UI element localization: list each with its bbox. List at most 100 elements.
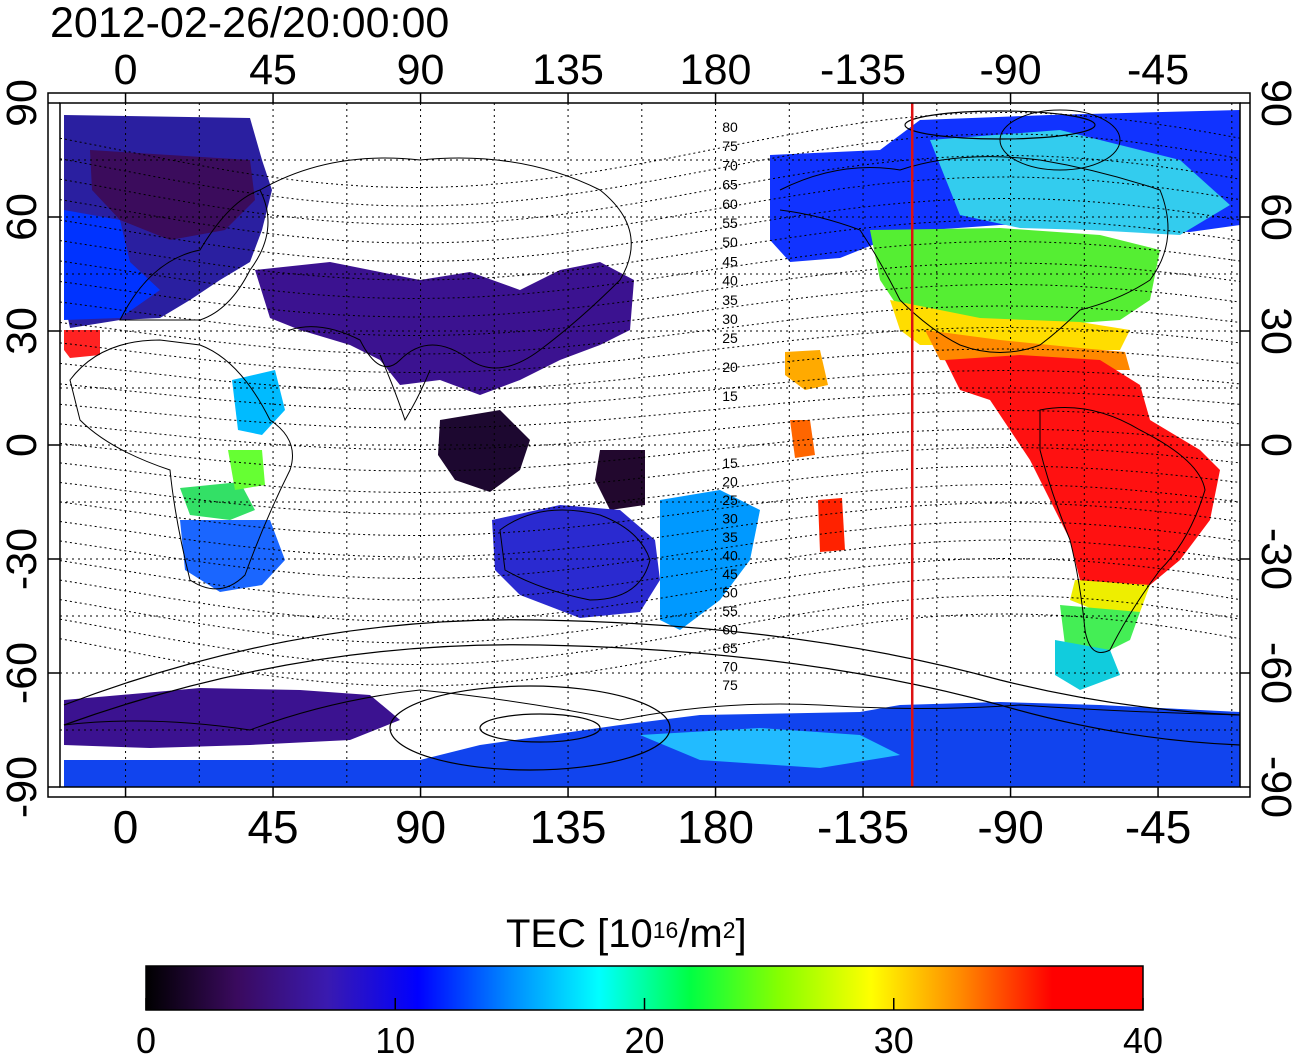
lon-tick-top: 45 — [249, 46, 297, 94]
lat-tick-right: 90 — [1252, 79, 1292, 127]
lat-tick-left: 30 — [0, 307, 46, 355]
contour-label-south: 70 — [722, 659, 738, 675]
lon-tick-bottom: -135 — [817, 801, 909, 853]
tec-region-australia-east — [660, 490, 760, 630]
magnetic-contour — [59, 154, 1241, 226]
tec-region-antarctica — [64, 702, 1240, 787]
magnetic-contour — [59, 369, 1241, 411]
contour-label-south: 35 — [722, 529, 738, 545]
colorbar-title-exponent: 16 — [652, 917, 679, 943]
coastline-africa — [69, 339, 293, 590]
contour-label-north: 65 — [722, 177, 738, 193]
tec-region-sa-red — [945, 355, 1220, 595]
contour-label-north: 55 — [722, 215, 738, 231]
lon-tick-top: 180 — [680, 46, 752, 94]
tec-region-na-cyan — [930, 130, 1230, 235]
tec-region-pacific-red — [818, 498, 845, 552]
tec-region-africa-mid — [228, 450, 265, 490]
south-magnetic-pole-oval-inner — [479, 713, 601, 743]
axis-labels: 0 45 90 135 180 -135 -90 -45 0 45 90 135 180 -135 -90 -… — [0, 46, 1292, 853]
magnetic-contour — [59, 111, 1241, 189]
lon-tick-bottom: 90 — [395, 801, 446, 853]
lon-tick-top: -90 — [979, 46, 1041, 94]
contour-label-south: 25 — [722, 492, 738, 508]
contour-label-south: 60 — [722, 622, 738, 638]
contour-label-south: 75 — [722, 677, 738, 693]
lat-tick-right: -60 — [1252, 642, 1292, 704]
contour-labels: 80 75 70 65 60 55 50 45 40 35 30 25 20 15 15 20 25 30 35 40… — [722, 119, 738, 693]
contour-label-south: 40 — [722, 548, 738, 564]
contour-label-north: 60 — [722, 196, 738, 212]
colorbar-tick-label: 30 — [874, 1020, 914, 1057]
lat-tick-left: 90 — [0, 79, 46, 127]
coastline-north-america — [779, 156, 1169, 353]
contour-label-south: 50 — [722, 585, 738, 601]
lat-tick-right: 30 — [1252, 307, 1292, 355]
magnetic-contour — [59, 348, 1241, 392]
north-magnetic-pole-oval — [904, 110, 1096, 140]
tec-region-maritime — [438, 410, 530, 492]
lon-tick-top: 135 — [532, 46, 604, 94]
contour-label-north: 75 — [722, 138, 738, 154]
tec-region-pacific-orange — [790, 420, 815, 458]
colorbar-tick-label: 0 — [136, 1020, 156, 1057]
south-contour-2 — [63, 619, 1241, 716]
magnetic-contours — [59, 111, 1241, 687]
contour-label-north: 40 — [722, 273, 738, 289]
colorbar: 0 10 20 30 40 — [136, 965, 1163, 1057]
tec-region-africa-east — [232, 370, 285, 435]
tec-region-southern-purple — [64, 688, 400, 748]
lat-tick-right: 0 — [1252, 433, 1292, 457]
lat-tick-right: 60 — [1252, 193, 1292, 241]
tec-data-layer — [64, 110, 1240, 787]
contour-label-north: 70 — [722, 157, 738, 173]
magnetic-contour — [59, 409, 1241, 451]
lat-tick-left: -60 — [0, 642, 46, 704]
contour-label-south: 20 — [722, 474, 738, 490]
magnetic-contour — [59, 557, 1241, 623]
magnetic-contour — [59, 594, 1241, 666]
colorbar-title-main: TEC [10 — [506, 912, 653, 956]
magnetic-contour — [59, 428, 1241, 472]
magnetic-contour — [59, 176, 1241, 244]
lat-tick-left: 0 — [0, 433, 46, 457]
colorbar-title-unit: /m — [678, 912, 723, 956]
lat-tick-left: 60 — [0, 193, 46, 241]
lon-tick-bottom: -90 — [977, 801, 1043, 853]
south-contour-1 — [63, 644, 1241, 746]
coastline-europe — [119, 189, 269, 321]
lon-tick-bottom: -45 — [1125, 801, 1191, 853]
contour-label-south: 45 — [722, 566, 738, 582]
lon-tick-bottom: 135 — [530, 801, 607, 853]
magnetic-contour — [59, 446, 1241, 494]
colorbar-tick-label: 10 — [375, 1020, 415, 1057]
map-area: 80 75 70 65 60 55 50 45 40 35 30 25 20 15 15 20 25 30 35 40… — [47, 92, 1251, 798]
contour-label-south: 65 — [722, 640, 738, 656]
tec-region-africa-green — [180, 482, 255, 520]
contour-label-north: 80 — [722, 119, 738, 135]
map-grid — [60, 103, 1240, 787]
tec-region-antarctica-cyan — [640, 728, 900, 768]
colorbar-tick-label: 20 — [624, 1020, 664, 1057]
colorbar-title: TEC [1016/m2] — [506, 912, 747, 956]
colorbar-tick-label: 40 — [1123, 1020, 1163, 1057]
south-magnetic-pole-oval-outer — [389, 685, 671, 771]
magnetic-contour — [59, 576, 1241, 644]
lon-tick-bottom: 180 — [677, 801, 754, 853]
contour-label-north: 30 — [722, 311, 738, 327]
lon-tick-top: -45 — [1127, 46, 1189, 94]
lon-tick-top: 0 — [114, 46, 138, 94]
timestamp-title: 2012-02-26/20:00:00 — [50, 0, 450, 47]
coastline-asia — [259, 157, 632, 369]
colorbar-ticks: 0 10 20 30 40 — [136, 998, 1163, 1057]
magnetic-contour — [59, 197, 1241, 263]
magnetic-contour — [59, 391, 1241, 429]
auroral-ovals — [63, 110, 1241, 771]
tec-region-europe-dark — [90, 150, 255, 240]
tec-region-australia — [492, 505, 660, 618]
contour-label-north: 50 — [722, 234, 738, 250]
lon-tick-bottom: 0 — [113, 801, 139, 853]
tec-region-asia — [255, 262, 634, 395]
contour-label-south: 30 — [722, 511, 738, 527]
